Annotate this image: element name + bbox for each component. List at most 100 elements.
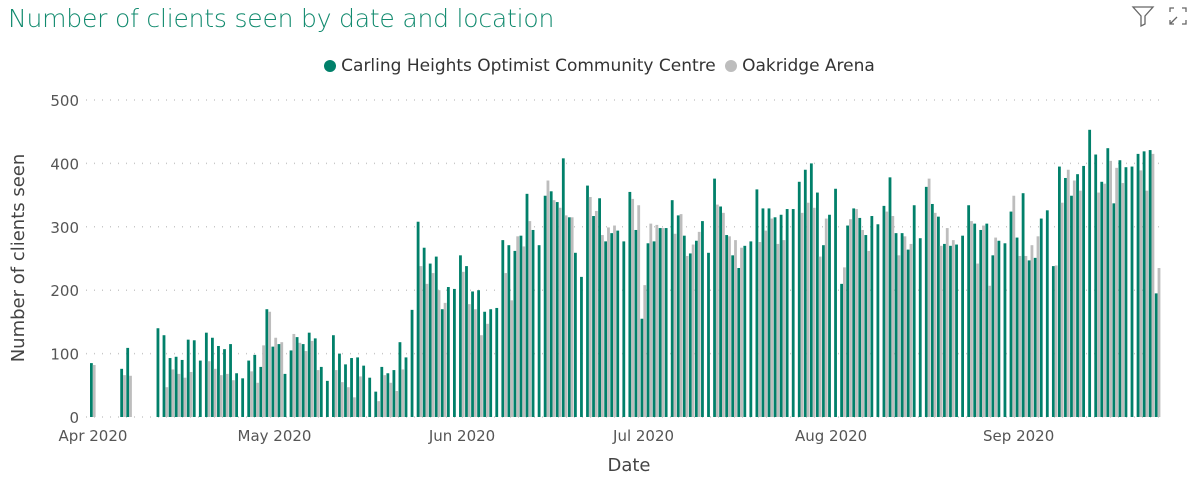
bar-carling-heights [174, 356, 178, 417]
bar-oakridge-arena [824, 218, 828, 417]
bar-carling-heights [979, 229, 983, 417]
x-tick-label: Aug 2020 [795, 427, 867, 445]
bar-carling-heights [422, 247, 426, 417]
y-tick-label: 300 [50, 219, 79, 237]
bar-oakridge-arena [1024, 255, 1028, 417]
bar-oakridge-arena [292, 333, 296, 417]
bar-oakridge-arena [1151, 153, 1155, 417]
bar-oakridge-arena [352, 397, 356, 417]
bar-carling-heights [513, 250, 517, 417]
bar-carling-heights [640, 318, 644, 417]
bar-oakridge-arena [516, 236, 520, 417]
bar-carling-heights [446, 287, 450, 417]
bar-carling-heights [580, 276, 583, 417]
bar-carling-heights [1045, 210, 1049, 417]
bar-oakridge-arena [691, 244, 695, 417]
bar-carling-heights [924, 186, 928, 417]
bar-carling-heights [1154, 293, 1158, 417]
bar-carling-heights [1100, 181, 1104, 417]
bar-carling-heights [368, 377, 372, 417]
y-tick-label: 100 [50, 346, 79, 364]
legend-item-carling[interactable]: Carling Heights Optimist Community Centr… [324, 56, 716, 76]
bar-oakridge-arena [643, 285, 647, 417]
bar-oakridge-arena [1078, 190, 1082, 417]
bar-oakridge-arena [340, 382, 344, 417]
bar-oakridge-arena [395, 391, 399, 417]
bar-oakridge-arena [461, 271, 465, 417]
bar-oakridge-arena [473, 309, 477, 417]
bar-oakridge-arena [982, 225, 985, 417]
bar-carling-heights [229, 344, 232, 417]
bar-carling-heights [713, 178, 716, 417]
bar-oakridge-arena [546, 180, 550, 417]
bar-oakridge-arena [697, 231, 701, 417]
bar-carling-heights [803, 169, 807, 417]
bar-oakridge-arena [988, 285, 991, 417]
bar-oakridge-arena [770, 218, 774, 417]
bar-carling-heights [1051, 266, 1055, 417]
bar-carling-heights [628, 191, 632, 417]
bar-oakridge-arena [867, 250, 870, 417]
bar-oakridge-arena [740, 247, 743, 417]
bar-carling-heights [1112, 203, 1116, 417]
bar-oakridge-arena [758, 242, 762, 417]
bar-oakridge-arena [933, 212, 937, 417]
bar-carling-heights [356, 357, 359, 417]
bar-carling-heights [380, 366, 384, 417]
bar-carling-heights [809, 163, 813, 417]
focus-mode-icon[interactable] [1166, 4, 1190, 28]
bar-oakridge-arena [480, 335, 483, 417]
bar-carling-heights [561, 158, 565, 417]
bar-carling-heights [204, 332, 208, 417]
bar-carling-heights [186, 339, 190, 417]
bar-oakridge-arena [346, 387, 350, 417]
bar-carling-heights [477, 290, 480, 417]
bar-carling-heights [755, 189, 759, 417]
bar-carling-heights [767, 208, 771, 417]
bar-carling-heights [858, 217, 862, 417]
bar-carling-heights [1003, 243, 1007, 417]
x-tick-label: Apr 2020 [59, 427, 128, 445]
bar-carling-heights [471, 291, 474, 417]
bar-oakridge-arena [1072, 180, 1076, 417]
bar-oakridge-arena [1012, 195, 1016, 417]
bar-carling-heights [507, 245, 511, 417]
bar-carling-heights [1088, 129, 1092, 417]
filter-icon[interactable] [1131, 4, 1155, 28]
bar-oakridge-arena [715, 204, 719, 417]
bar-carling-heights [180, 359, 184, 417]
bar-oakridge-arena [316, 370, 320, 417]
bar-oakridge-arena [631, 198, 635, 417]
bar-carling-heights [725, 235, 729, 417]
bar-oakridge-arena [661, 228, 665, 417]
bar-oakridge-arena [401, 369, 405, 417]
bar-carling-heights [525, 193, 529, 417]
bar-oakridge-arena [298, 342, 302, 417]
bar-oakridge-arena [679, 214, 683, 417]
bar-oakridge-arena [177, 373, 181, 417]
bar-carling-heights [295, 337, 299, 417]
bar-oakridge-arena [280, 342, 284, 417]
legend-label: Carling Heights Optimist Community Centr… [341, 56, 716, 76]
bar-carling-heights [453, 288, 456, 417]
bar-carling-heights [404, 357, 408, 417]
bar-carling-heights [888, 177, 892, 417]
bar-carling-heights [301, 344, 305, 417]
bar-carling-heights [1082, 165, 1085, 417]
bar-carling-heights [90, 363, 93, 417]
bar-carling-heights [483, 311, 487, 417]
bar-oakridge-arena [1157, 268, 1161, 417]
bar-oakridge-arena [389, 382, 393, 417]
bar-oakridge-arena [637, 205, 641, 417]
bar-carling-heights [840, 283, 843, 417]
bar-carling-heights [362, 365, 366, 417]
bar-carling-heights [319, 366, 323, 417]
bar-oakridge-arena [903, 236, 907, 417]
bar-carling-heights [235, 373, 238, 417]
bar-carling-heights [773, 217, 777, 417]
bar-carling-heights [997, 240, 1001, 417]
legend-item-oakridge[interactable]: Oakridge Arena [725, 56, 875, 76]
bar-carling-heights [332, 335, 335, 417]
bar-carling-heights [791, 209, 795, 417]
